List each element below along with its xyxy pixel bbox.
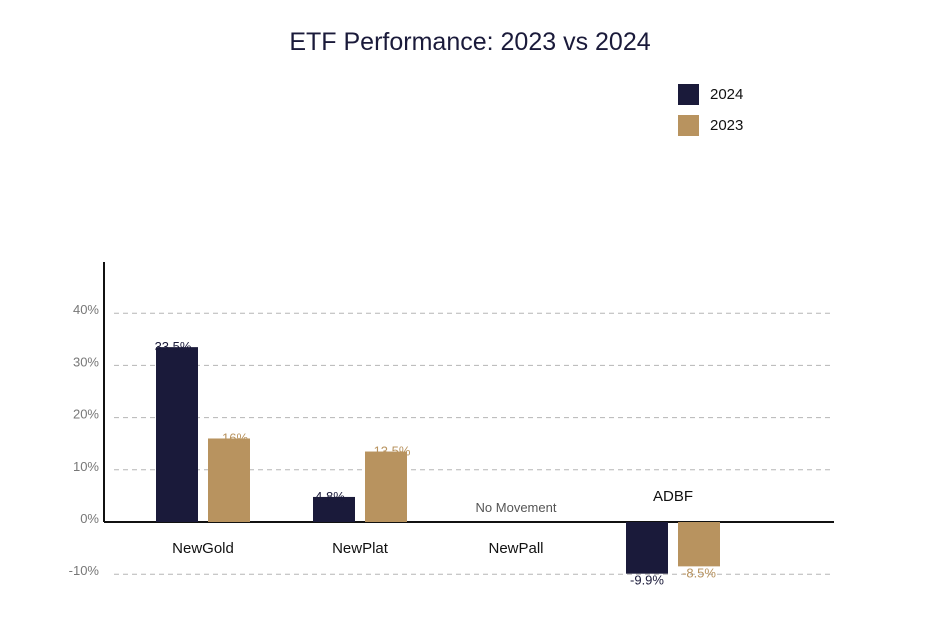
y-tick-label: 10% (73, 459, 99, 474)
legend-label-2024: 2024 (710, 85, 744, 103)
category-label: NewPall (488, 540, 543, 557)
data-label-2024: -9.9% (630, 573, 664, 588)
legend: 2024 2023 (678, 83, 743, 145)
bar-2023 (365, 451, 407, 522)
legend-item-2023: 2023 (678, 114, 743, 136)
category-label: NewPlat (332, 540, 389, 557)
legend-swatch-2023 (678, 114, 699, 136)
y-tick-label: 30% (73, 354, 99, 369)
data-label-2023: -8.5% (682, 565, 716, 580)
bar-2024 (156, 347, 198, 522)
legend-label-2023: 2023 (710, 116, 744, 134)
y-tick-label: 40% (73, 302, 99, 317)
y-tick-label: 20% (73, 407, 99, 422)
bar-2024 (626, 522, 668, 574)
bar-2023 (678, 522, 720, 567)
y-tick-label: 0% (80, 511, 99, 526)
category-label: NewGold (172, 540, 234, 557)
data-label-2023: 13.5% (374, 444, 411, 459)
y-tick-label: -10% (69, 563, 100, 578)
chart-title: ETF Performance: 2023 vs 2024 (289, 28, 651, 56)
bar-2024 (313, 496, 355, 522)
data-label-2024: 33.5% (155, 339, 192, 354)
data-label-2023: 16% (222, 430, 248, 445)
data-label-2024: 4.8% (315, 489, 345, 504)
legend-item-2024: 2024 (678, 83, 743, 105)
bar-2023 (208, 438, 250, 522)
legend-swatch-2024 (678, 83, 699, 105)
category-label: ADBF (653, 488, 693, 505)
annotation-no-movement: No Movement (476, 500, 557, 515)
